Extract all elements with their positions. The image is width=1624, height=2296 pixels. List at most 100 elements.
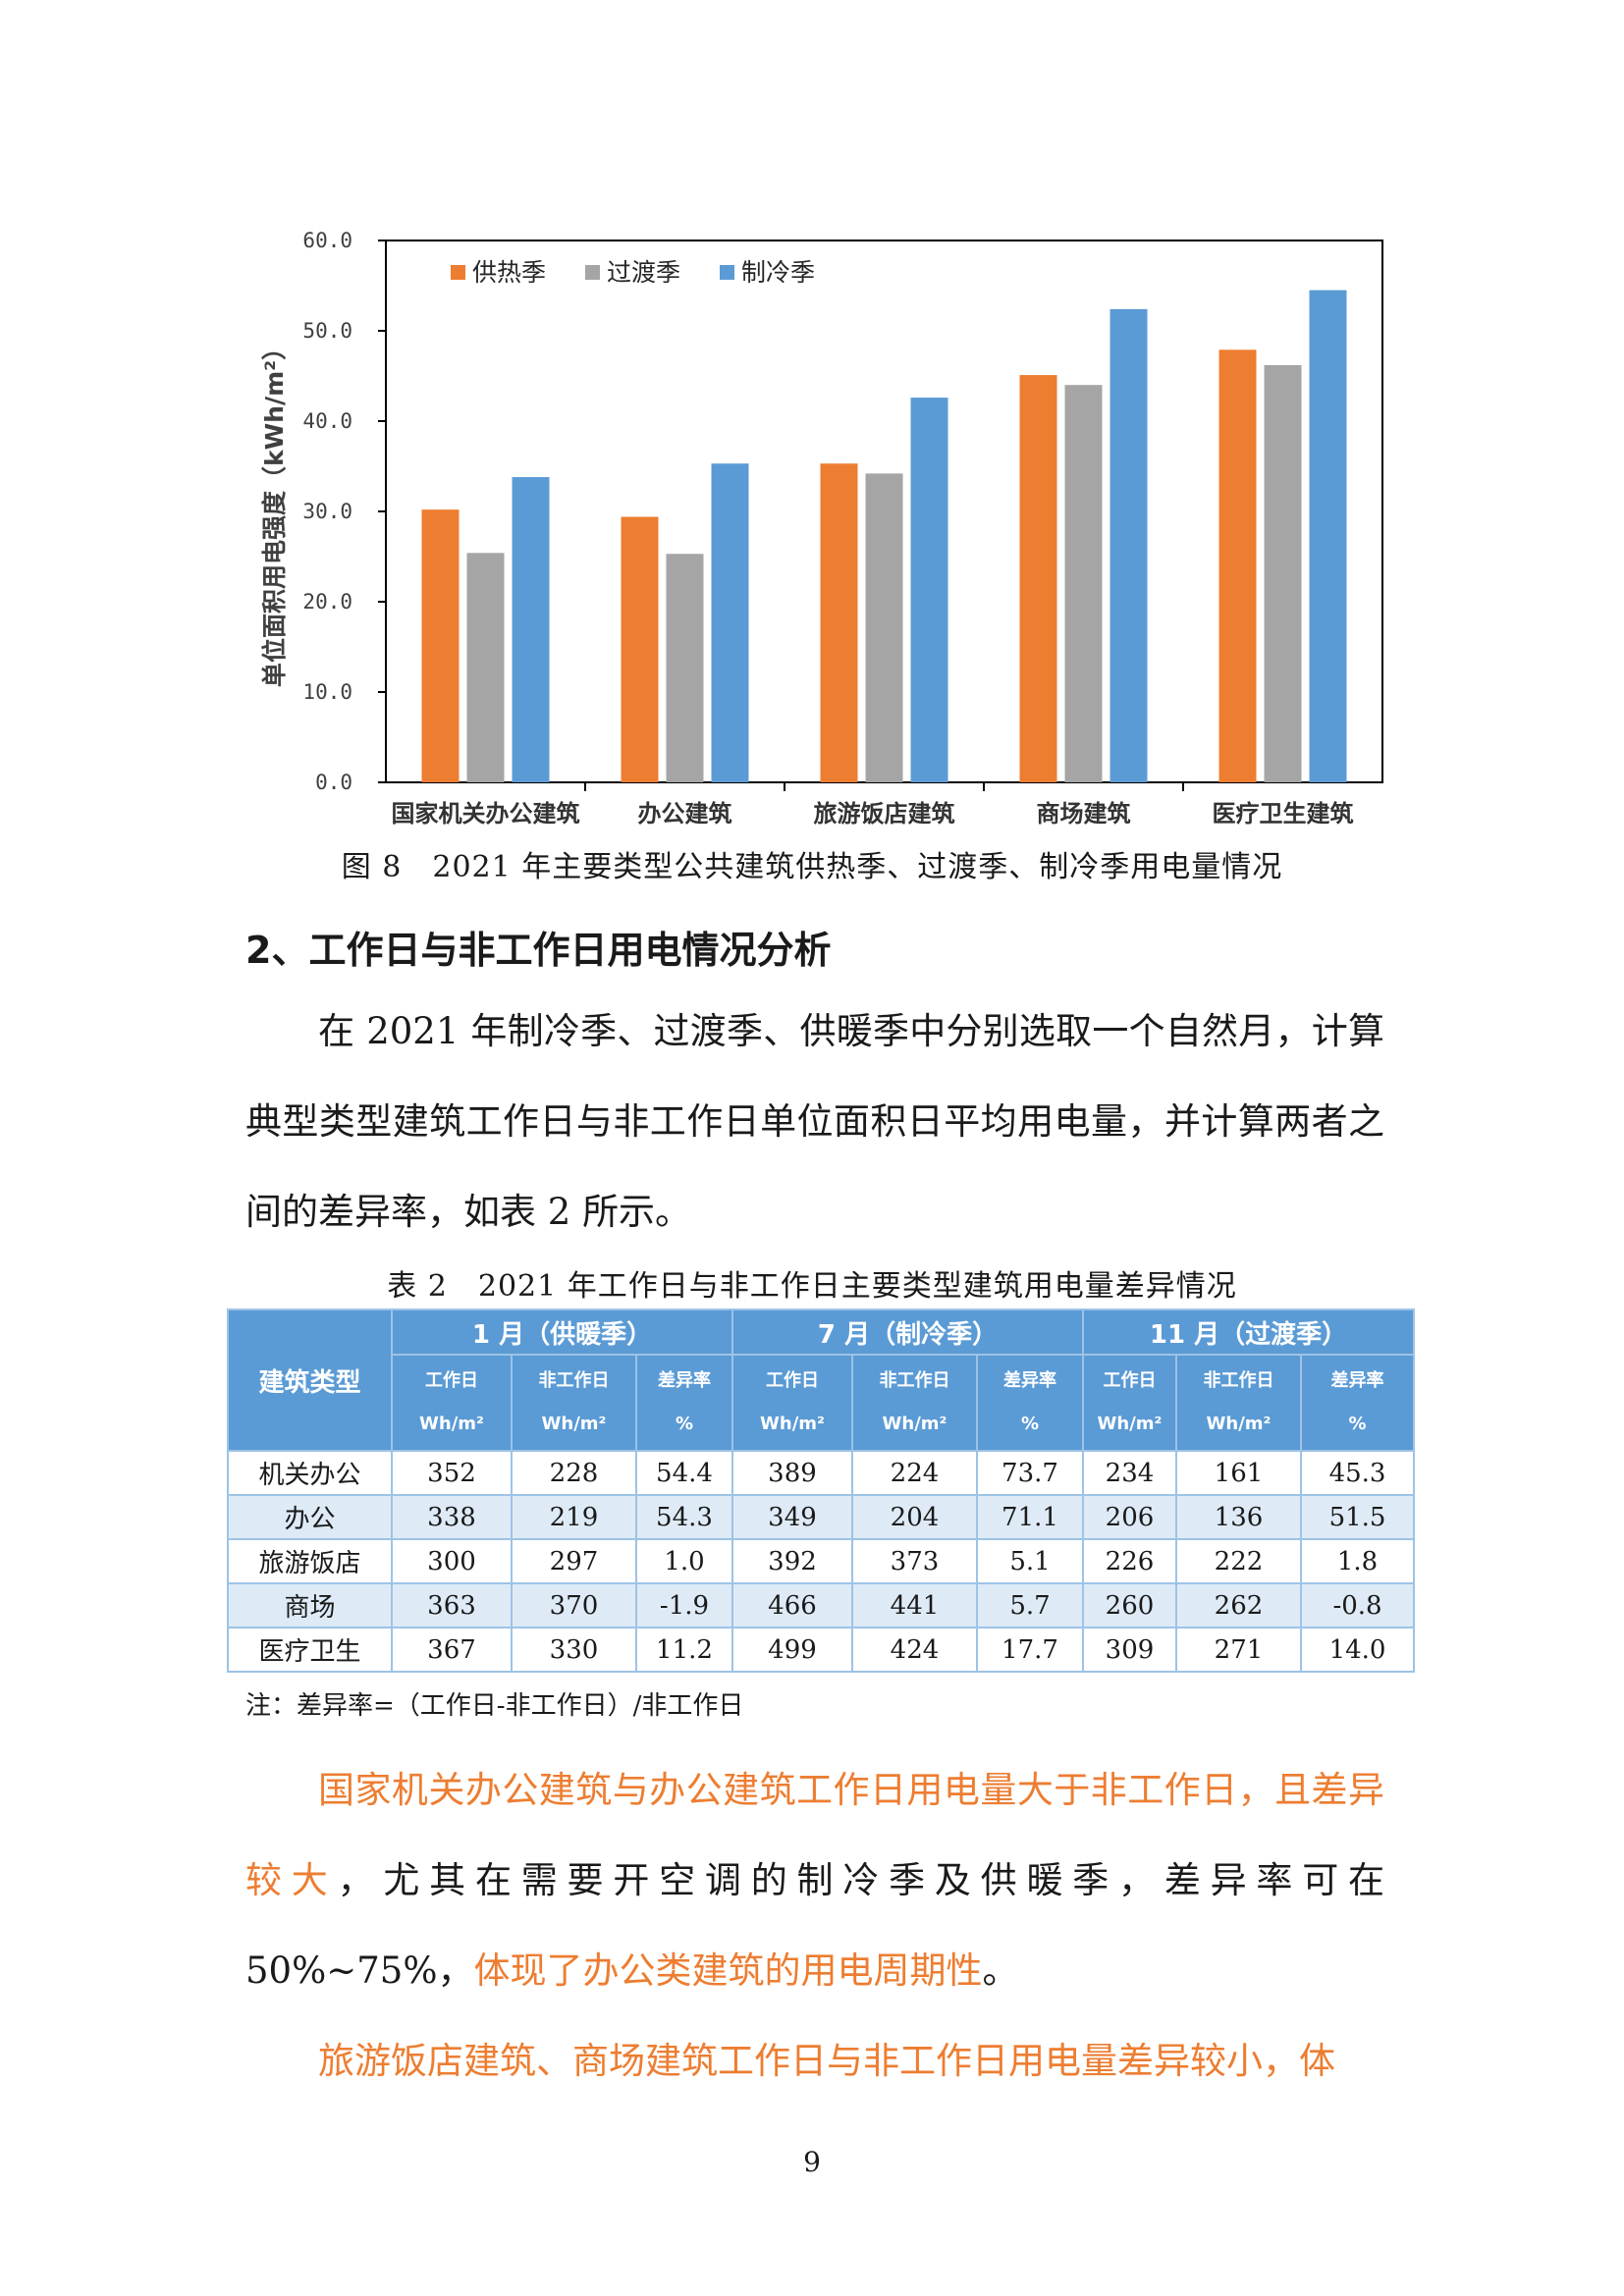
header-building-type: 建筑类型 [227, 1308, 393, 1452]
highlight-office-difference: 国家机关办公建筑与办公建筑工作日用电量大于非工作日，且差异较大 [245, 1769, 1384, 1901]
table-cell: 271 [1175, 1627, 1302, 1673]
x-category-label: 国家机关办公建筑 [392, 800, 580, 828]
table-cell: -0.8 [1299, 1582, 1416, 1629]
x-category-label: 办公建筑 [638, 800, 732, 828]
subheader-unit: % [675, 1414, 694, 1434]
table-cell: 352 [391, 1450, 513, 1496]
subheader-jul-2: 差异率% [976, 1354, 1084, 1452]
table-cell: 161 [1175, 1450, 1302, 1496]
table-cell: -1.9 [635, 1582, 733, 1629]
table-cell: 206 [1082, 1494, 1177, 1540]
table-cell: 224 [851, 1450, 978, 1496]
row-building-type: 商场 [227, 1582, 393, 1629]
table-cell: 51.5 [1299, 1494, 1416, 1540]
legend-swatch [585, 265, 600, 280]
subheader-jul-1: 非工作日 Wh/m² [851, 1354, 978, 1452]
subheader-label: 差异率 [1330, 1370, 1384, 1391]
bar-2-4 [1309, 290, 1347, 782]
text-period: 。 [982, 1949, 1019, 1992]
table-cell: 338 [391, 1494, 513, 1540]
bar-2-3 [1110, 308, 1148, 782]
legend-swatch [451, 265, 465, 280]
bar-0-0 [421, 509, 460, 782]
table-cell: 373 [851, 1538, 978, 1584]
subheader-label: 工作日 [766, 1370, 819, 1391]
bar-0-2 [820, 463, 858, 782]
table-cell: 466 [731, 1582, 853, 1629]
bar-0-1 [621, 516, 659, 782]
subheader-nov-1: 非工作日 Wh/m² [1175, 1354, 1302, 1452]
table-cell: 300 [391, 1538, 513, 1584]
table-cell: 424 [851, 1627, 978, 1673]
table-cell: 499 [731, 1627, 853, 1673]
x-category-label: 旅游饭店建筑 [814, 800, 955, 828]
table-cell: 17.7 [976, 1627, 1084, 1673]
y-tick-label: 40.0 [302, 409, 352, 433]
table-cell: 5.1 [976, 1538, 1084, 1584]
table-row: 办公 338 219 54.3 349 204 71.1 206 136 51.5 [227, 1494, 1416, 1540]
paragraph-office: 国家机关办公建筑与办公建筑工作日用电量大于非工作日，且差异较大，尤其在需要开空调… [245, 1745, 1384, 2016]
table-note: 注：差异率=（工作日-非工作日）/非工作日 [245, 1691, 744, 1721]
header-group-january: 1 月（供暖季） [391, 1308, 733, 1356]
legend-swatch [720, 265, 734, 280]
subheader-unit: % [1348, 1414, 1367, 1434]
subheader-unit: Wh/m² [541, 1414, 607, 1434]
row-building-type: 办公 [227, 1494, 393, 1540]
subheader-jan-0: 工作日 Wh/m² [391, 1354, 513, 1452]
usage-difference-table: 建筑类型 1 月（供暖季） 7 月（制冷季） 11 月（过渡季） 工作日 Wh/m… [227, 1308, 1416, 1673]
page-number: 9 [803, 2146, 821, 2178]
row-building-type: 机关办公 [227, 1450, 393, 1496]
table-cell: 392 [731, 1538, 853, 1584]
table-cell: 370 [511, 1582, 637, 1629]
subheader-jul-0: 工作日 Wh/m² [731, 1354, 853, 1452]
row-building-type: 旅游饭店 [227, 1538, 393, 1584]
row-building-type: 医疗卫生 [227, 1627, 393, 1673]
table-cell: 1.0 [635, 1538, 733, 1584]
legend-label: 制冷季 [741, 258, 815, 287]
legend-label: 过渡季 [607, 258, 680, 287]
table-cell: 204 [851, 1494, 978, 1540]
subheader-nov-2: 差异率% [1299, 1354, 1416, 1452]
table-cell: 45.3 [1299, 1450, 1416, 1496]
subheader-label: 非工作日 [1203, 1370, 1274, 1391]
subheader-label: 差异率 [1003, 1370, 1056, 1391]
table-cell: 262 [1175, 1582, 1302, 1629]
table-cell: 71.1 [976, 1494, 1084, 1540]
bar-0-4 [1218, 349, 1257, 782]
table-cell: 441 [851, 1582, 978, 1629]
bar-1-4 [1264, 364, 1302, 782]
subheader-label: 非工作日 [538, 1370, 610, 1391]
figure-caption: 图 8 2021 年主要类型公共建筑供热季、过渡季、制冷季用电量情况 [341, 850, 1283, 884]
table-row: 商场 363 370 -1.9 466 441 5.7 260 262 -0.8 [227, 1582, 1416, 1629]
table-row: 机关办公 352 228 54.4 389 224 73.7 234 161 45.3 [227, 1450, 1416, 1496]
y-tick-label: 30.0 [302, 500, 352, 523]
bar-2-1 [711, 463, 749, 782]
subheader-unit: Wh/m² [882, 1414, 947, 1434]
bar-1-2 [865, 473, 903, 782]
paragraph-intro: 在 2021 年制冷季、过渡季、供暖季中分别选取一个自然月，计算典型类型建筑工作… [245, 1010, 1384, 1233]
table-cell: 330 [511, 1627, 637, 1673]
bar-2-2 [910, 398, 948, 782]
y-tick-label: 10.0 [302, 680, 352, 704]
subheader-unit: Wh/m² [1206, 1414, 1272, 1434]
subheader-label: 非工作日 [879, 1370, 950, 1391]
table-row: 医疗卫生 367 330 11.2 499 424 17.7 309 271 14.0 [227, 1627, 1416, 1673]
table-cell: 54.4 [635, 1450, 733, 1496]
table-cell: 5.7 [976, 1582, 1084, 1629]
table-row: 旅游饭店 300 297 1.0 392 373 5.1 226 222 1.8 [227, 1538, 1416, 1584]
table-cell: 219 [511, 1494, 637, 1540]
subheader-unit: % [1020, 1414, 1040, 1434]
table-cell: 226 [1082, 1538, 1177, 1584]
y-tick-label: 50.0 [302, 319, 352, 343]
table-cell: 389 [731, 1450, 853, 1496]
subheader-label: 差异率 [658, 1370, 711, 1391]
bar-1-3 [1064, 385, 1103, 782]
table-caption: 表 2 2021 年工作日与非工作日主要类型建筑用电量差异情况 [387, 1269, 1237, 1304]
x-category-label: 商场建筑 [1037, 800, 1131, 828]
subheader-jan-1: 非工作日 Wh/m² [511, 1354, 637, 1452]
bar-1-1 [666, 554, 704, 782]
legend-label: 供热季 [472, 258, 546, 287]
table-cell: 260 [1082, 1582, 1177, 1629]
y-axis-label: 单位面积用电强度（kWh/m²） [260, 336, 289, 687]
bar-chart: 0.0 10.0 20.0 30.0 40.0 50.0 60.0 单位面积用电强度（kWh/… [260, 229, 1383, 828]
